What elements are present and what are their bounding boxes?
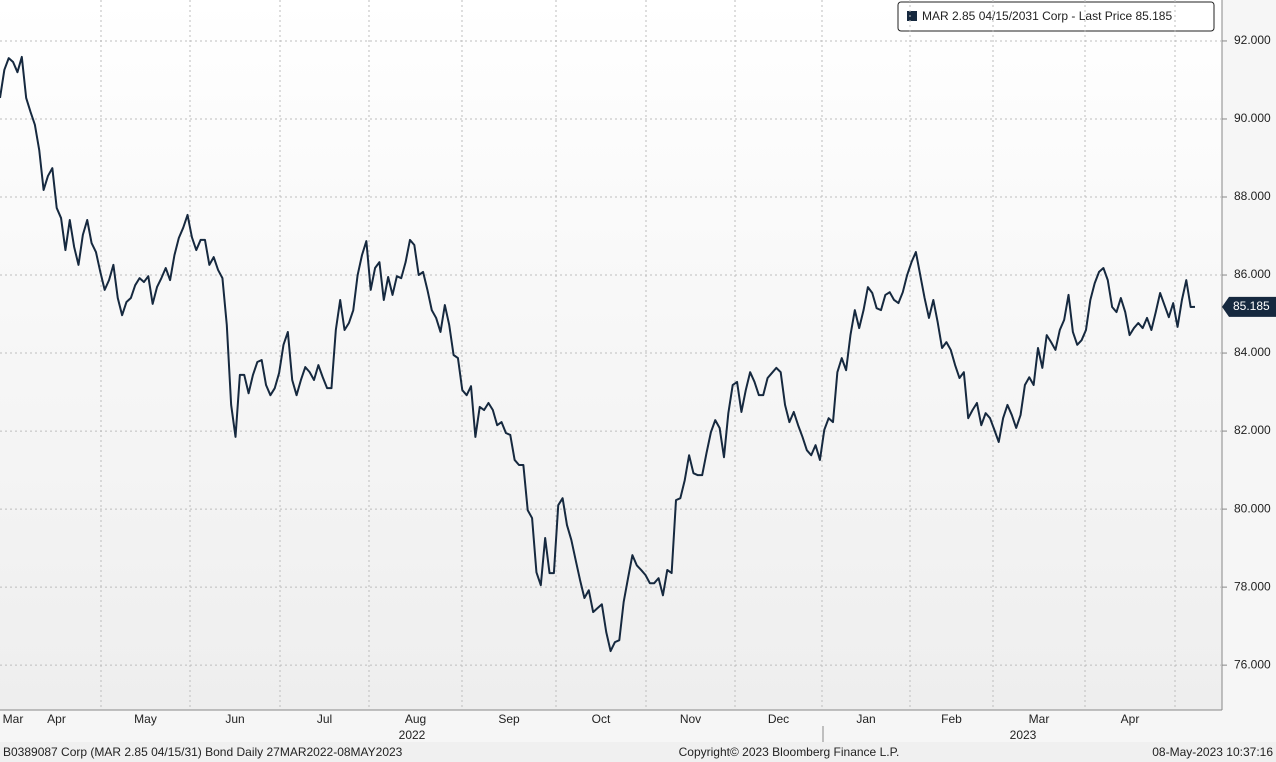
- y-tick-label: 84.000: [1234, 345, 1271, 359]
- x-tick-label: Jul: [317, 712, 332, 726]
- footer-left: B0389087 Corp (MAR 2.85 04/15/31) Bond D…: [3, 745, 403, 759]
- legend-swatch: [907, 11, 917, 21]
- x-tick-label: Mar: [1029, 712, 1050, 726]
- last-price-label: 85.185: [1233, 299, 1270, 313]
- y-tick-label: 78.000: [1234, 579, 1271, 593]
- x-tick-label: Feb: [941, 712, 962, 726]
- footer-center: Copyright© 2023 Bloomberg Finance L.P.: [679, 745, 900, 759]
- legend: MAR 2.85 04/15/2031 Corp - Last Price 85…: [897, 1, 1215, 32]
- plot-area: [0, 0, 1222, 710]
- footer-bar: [0, 742, 1276, 762]
- year-label: 2023: [1010, 728, 1037, 742]
- footer-right: 08-May-2023 10:37:16: [1152, 745, 1273, 759]
- y-tick-label: 76.000: [1234, 657, 1271, 671]
- y-tick-label: 92.000: [1234, 33, 1271, 47]
- legend-label: MAR 2.85 04/15/2031 Corp - Last Price 85…: [922, 9, 1172, 23]
- y-tick-label: 90.000: [1234, 111, 1271, 125]
- year-label: 2022: [399, 728, 426, 742]
- x-tick-label: Sep: [498, 712, 520, 726]
- y-tick-label: 86.000: [1234, 267, 1271, 281]
- y-tick-label: 82.000: [1234, 423, 1271, 437]
- legend-box: [897, 1, 1215, 32]
- last-price-tag: [1222, 296, 1276, 317]
- y-tick-label: 88.000: [1234, 189, 1271, 203]
- y-tick-label: 80.000: [1234, 501, 1271, 515]
- x-tick-label: Oct: [592, 712, 611, 726]
- x-tick-label: Jun: [225, 712, 244, 726]
- x-tick-label: May: [134, 712, 157, 726]
- x-tick-label: Aug: [405, 712, 426, 726]
- x-axis-area: [0, 710, 1222, 742]
- x-tick-label: Mar: [3, 712, 24, 726]
- x-tick-label: Apr: [47, 712, 66, 726]
- x-tick-label: Nov: [680, 712, 701, 726]
- x-tick-label: Apr: [1121, 712, 1140, 726]
- x-tick-label: Jan: [856, 712, 875, 726]
- x-tick-label: Dec: [768, 712, 789, 726]
- y-axis-area: [1222, 0, 1276, 742]
- price-line: [0, 55, 1196, 653]
